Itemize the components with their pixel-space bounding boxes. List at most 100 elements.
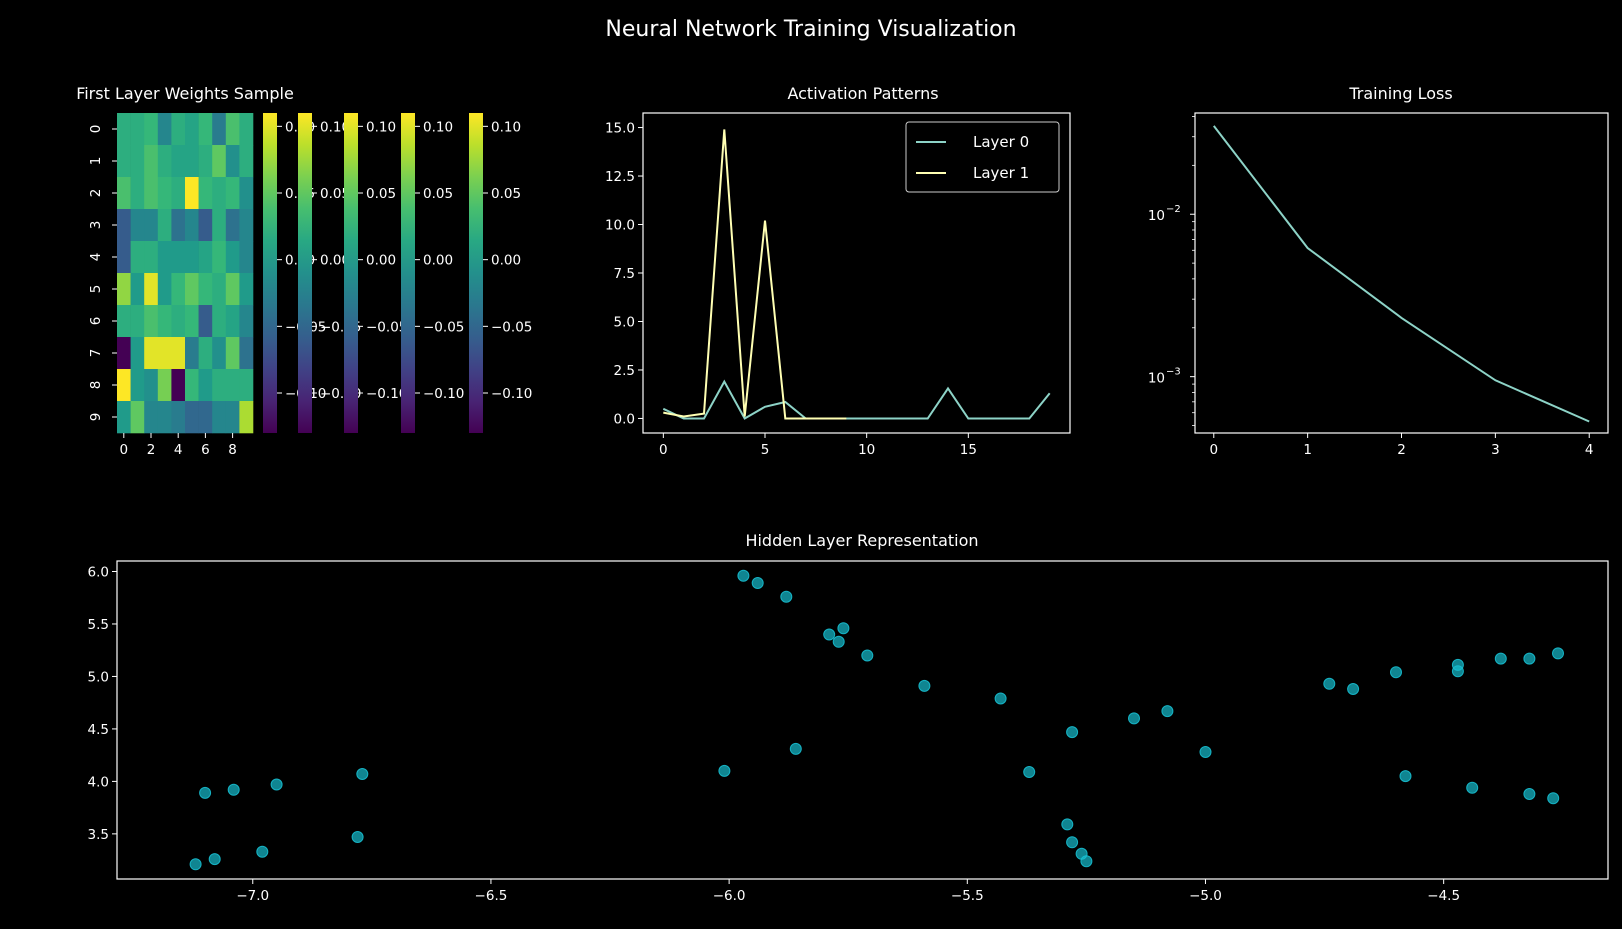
colorbar-tick-label: −0.05 bbox=[491, 319, 532, 335]
heatmap-cell bbox=[130, 177, 145, 210]
activation-ytick-label: 15.0 bbox=[605, 121, 635, 137]
heatmap-cell bbox=[239, 145, 254, 178]
heatmap-cell bbox=[144, 401, 159, 434]
heatmap-cell bbox=[171, 401, 186, 434]
colorbar-tick-label: 0.10 bbox=[366, 119, 396, 135]
figure-title: Neural Network Training Visualization bbox=[605, 17, 1016, 42]
heatmap-cell bbox=[157, 209, 172, 242]
heatmap-cell bbox=[225, 209, 240, 242]
colorbar-tick-label: −0.05 bbox=[423, 319, 464, 335]
scatter-point bbox=[1390, 666, 1402, 679]
colorbar-1 bbox=[298, 113, 312, 433]
colorbar-tick-label: −0.05 bbox=[366, 319, 407, 335]
heatmap-cell bbox=[212, 337, 227, 370]
scatter-point bbox=[1161, 705, 1174, 718]
activation-ytick-label: 5.0 bbox=[614, 314, 635, 330]
heatmap-cell bbox=[212, 145, 227, 178]
heatmap-cell bbox=[185, 401, 199, 434]
heatmap-cell bbox=[239, 273, 254, 306]
loss-series-0 bbox=[1213, 125, 1590, 423]
heatmap-ytick-label: 4 bbox=[88, 253, 104, 262]
activation-xtick-label: 15 bbox=[960, 442, 977, 458]
scatter-point bbox=[208, 853, 221, 866]
heatmap-cell bbox=[171, 145, 186, 178]
scatter-point bbox=[737, 569, 750, 582]
scatter-point bbox=[1494, 652, 1507, 665]
scatter-ytick-label: 5.5 bbox=[88, 617, 109, 633]
scatter-point bbox=[1023, 766, 1036, 778]
heatmap-cell bbox=[144, 177, 159, 210]
scatter-point bbox=[256, 845, 269, 858]
heatmap-axes: 0 1 2 3 4 5 6 7 8 9 0 2 4 6 8 bbox=[88, 125, 237, 458]
scatter-point bbox=[1323, 677, 1336, 690]
heatmap-cell bbox=[198, 273, 213, 306]
colorbar-tick-label: 0.00 bbox=[320, 253, 350, 269]
scatter-point bbox=[832, 635, 845, 648]
loss-xtick-label: 0 bbox=[1209, 442, 1218, 458]
heatmap-ytick-label: 5 bbox=[88, 285, 104, 294]
heatmap-cell bbox=[198, 113, 213, 146]
heatmap-cell bbox=[130, 113, 145, 146]
activation-ytick-label: 12.5 bbox=[605, 169, 635, 185]
heatmap-cell bbox=[212, 273, 227, 306]
scatter-point bbox=[1199, 746, 1212, 758]
heatmap-cell bbox=[144, 337, 159, 370]
activation-plot: 0 5 10 15 0.0 2.5 5.0 7.5 10.0 12.5 15.0 bbox=[605, 112, 1071, 458]
heatmap-cell bbox=[239, 241, 254, 274]
activation-ytick-label: 7.5 bbox=[614, 266, 635, 282]
scatter-point bbox=[1451, 658, 1464, 671]
colorbar-tick-label: 0.00 bbox=[423, 253, 453, 269]
heatmap-cell bbox=[198, 145, 213, 178]
scatter-point bbox=[1066, 726, 1079, 739]
heatmap-cell bbox=[144, 209, 159, 242]
scatter-xtick-label: −7.0 bbox=[236, 888, 269, 904]
scatter-plot: −7.0 −6.5 −6.0 −5.5 −5.0 −4.5 3.5 4.0 4.5 5.0 5.5 6… bbox=[88, 560, 1609, 904]
heatmap-cell bbox=[185, 177, 199, 210]
loss-title: Training Loss bbox=[1348, 84, 1452, 103]
heatmap-cell bbox=[130, 369, 145, 402]
scatter-point bbox=[1080, 855, 1093, 868]
heatmap-cell bbox=[239, 113, 254, 146]
activation-ytick-label: 2.5 bbox=[614, 363, 635, 379]
heatmap-cell bbox=[185, 305, 199, 338]
heatmap-cell bbox=[117, 113, 131, 146]
heatmap-cell bbox=[144, 113, 159, 146]
activation-legend: Layer 0 Layer 1 bbox=[905, 121, 1060, 193]
scatter-xtick-label: −4.5 bbox=[1427, 888, 1460, 904]
heatmap-ytick-label: 6 bbox=[88, 317, 104, 326]
heatmap-cell bbox=[117, 177, 131, 210]
heatmap-xtick-label: 2 bbox=[147, 442, 156, 458]
heatmap-cell bbox=[157, 241, 172, 274]
scatter-point bbox=[1347, 683, 1360, 695]
heatmap-cell bbox=[185, 113, 199, 146]
scatter-point bbox=[1547, 792, 1560, 805]
heatmap-cell bbox=[225, 177, 240, 210]
heatmap-panel: First Layer Weights Sample 0 1 2 3 4 5 6 7 8 9 0 2 4… bbox=[76, 84, 532, 458]
heatmap-ytick-label: 9 bbox=[88, 413, 104, 422]
colorbar-tick-label: 0.05 bbox=[423, 186, 453, 202]
colorbar-tick-label: 0.05 bbox=[491, 186, 521, 202]
scatter-point bbox=[270, 778, 283, 791]
heatmap-xtick-label: 6 bbox=[201, 442, 210, 458]
activation-ytick-label: 0.0 bbox=[614, 411, 635, 427]
heatmap-cell bbox=[185, 209, 199, 242]
scatter-frame bbox=[116, 560, 1609, 880]
heatmap-cell bbox=[225, 369, 240, 402]
heatmap-cell bbox=[198, 209, 213, 242]
scatter-panel: Hidden Layer Representation −7.0 −6.5 −6.0… bbox=[88, 531, 1609, 904]
heatmap-cell bbox=[171, 273, 186, 306]
colorbar-tick-label: 0.00 bbox=[366, 253, 396, 269]
loss-xtick-label: 3 bbox=[1491, 442, 1500, 458]
heatmap-cell bbox=[144, 145, 159, 178]
heatmap-cell bbox=[198, 241, 213, 274]
activation-series-1 bbox=[663, 129, 847, 420]
scatter-xtick-label: −6.0 bbox=[713, 888, 746, 904]
heatmap-cell bbox=[130, 305, 145, 338]
scatter-point bbox=[789, 742, 802, 755]
activation-xtick-label: 5 bbox=[761, 442, 770, 458]
loss-plot: 0 1 2 3 410−210−3 bbox=[1148, 112, 1609, 458]
heatmap-cell bbox=[117, 369, 131, 402]
scatter-point bbox=[1128, 712, 1140, 725]
heatmap-cell bbox=[212, 369, 227, 402]
heatmap-colorbars: 0.100.050.00−0.05−0.100.100.050.00−0.05−… bbox=[263, 113, 532, 433]
